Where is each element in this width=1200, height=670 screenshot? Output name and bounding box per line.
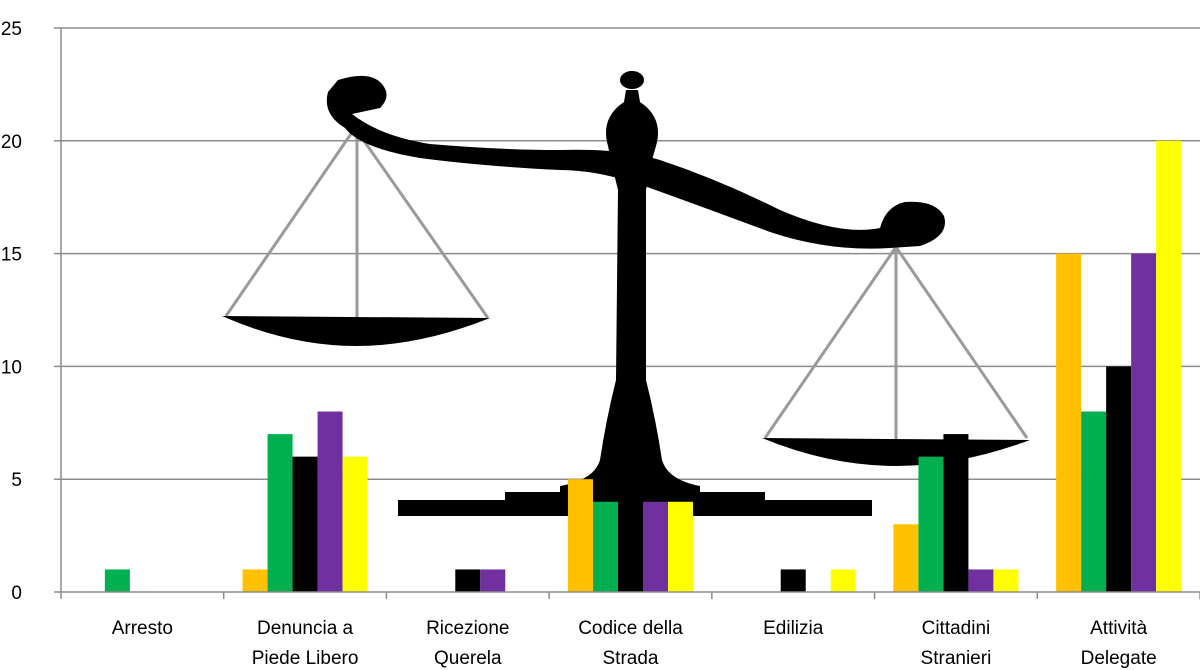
category-label: Arresto xyxy=(112,618,173,639)
bar xyxy=(480,569,506,592)
bar xyxy=(918,456,944,592)
bar xyxy=(668,501,693,592)
bar xyxy=(593,501,618,592)
category-label: Cittadini Stranieri xyxy=(921,618,992,669)
x-axis-category-labels: Arresto Denuncia a Piede Libero Ricezione Qu… xyxy=(112,618,1157,669)
bar xyxy=(893,524,919,592)
bar xyxy=(1056,253,1082,592)
y-tick-label: 15 xyxy=(1,245,22,266)
bar xyxy=(1106,366,1132,592)
bar xyxy=(104,569,130,592)
category-label: Ricezione Querela xyxy=(426,618,509,669)
bar xyxy=(267,434,293,592)
y-tick-label: 25 xyxy=(1,19,22,40)
axes xyxy=(54,27,1200,599)
bar xyxy=(568,479,593,592)
bar xyxy=(1081,411,1107,592)
y-tick-label: 10 xyxy=(1,357,22,378)
y-tick-label: 20 xyxy=(1,132,22,153)
bar xyxy=(1131,253,1157,592)
bar xyxy=(317,411,343,592)
bar xyxy=(342,456,368,592)
bar xyxy=(780,569,806,592)
bar xyxy=(242,569,268,592)
bar xyxy=(943,434,969,592)
category-label: Codice della Strada xyxy=(578,618,683,669)
bar xyxy=(830,569,856,592)
category-label: Attività Delegate xyxy=(1081,618,1157,669)
category-label: Edilizia xyxy=(763,618,824,639)
bars xyxy=(104,140,1182,593)
bar xyxy=(455,569,481,592)
bar xyxy=(1156,140,1182,593)
y-tick-label: 5 xyxy=(11,470,22,491)
bar xyxy=(968,569,994,592)
bar xyxy=(993,569,1019,592)
y-axis-tick-labels: 0 5 10 15 20 25 xyxy=(1,19,22,604)
category-label: Denuncia a Piede Libero xyxy=(252,618,359,669)
y-tick-label: 0 xyxy=(11,583,22,604)
bar xyxy=(643,501,668,592)
bar xyxy=(292,456,318,592)
bar xyxy=(618,434,643,592)
